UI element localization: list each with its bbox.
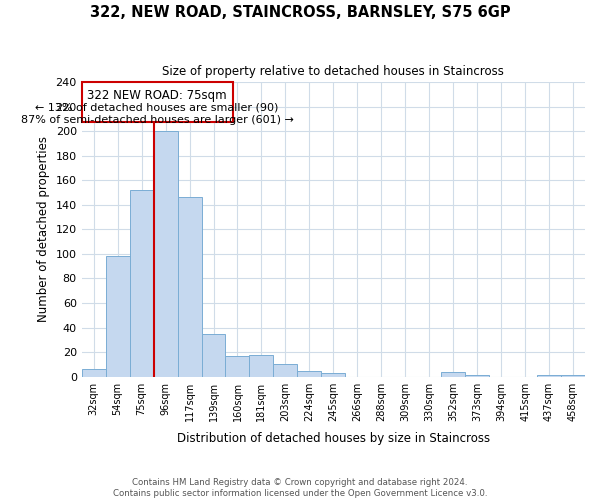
X-axis label: Distribution of detached houses by size in Staincross: Distribution of detached houses by size … xyxy=(177,432,490,445)
Bar xyxy=(130,190,154,376)
Bar xyxy=(202,334,226,376)
Bar xyxy=(274,364,298,376)
Bar xyxy=(82,370,106,376)
Y-axis label: Number of detached properties: Number of detached properties xyxy=(37,136,50,322)
Bar xyxy=(322,373,346,376)
Text: ← 13% of detached houses are smaller (90): ← 13% of detached houses are smaller (90… xyxy=(35,103,279,113)
Bar xyxy=(441,372,465,376)
Text: Contains HM Land Registry data © Crown copyright and database right 2024.
Contai: Contains HM Land Registry data © Crown c… xyxy=(113,478,487,498)
Text: 87% of semi-detached houses are larger (601) →: 87% of semi-detached houses are larger (… xyxy=(21,115,293,125)
Bar xyxy=(226,356,250,376)
Bar xyxy=(178,198,202,376)
Bar xyxy=(106,256,130,376)
Bar xyxy=(154,131,178,376)
Bar xyxy=(250,354,274,376)
Bar xyxy=(298,370,322,376)
Title: Size of property relative to detached houses in Staincross: Size of property relative to detached ho… xyxy=(163,65,504,78)
FancyBboxPatch shape xyxy=(82,82,233,122)
Text: 322, NEW ROAD, STAINCROSS, BARNSLEY, S75 6GP: 322, NEW ROAD, STAINCROSS, BARNSLEY, S75… xyxy=(89,5,511,20)
Text: 322 NEW ROAD: 75sqm: 322 NEW ROAD: 75sqm xyxy=(88,90,227,102)
